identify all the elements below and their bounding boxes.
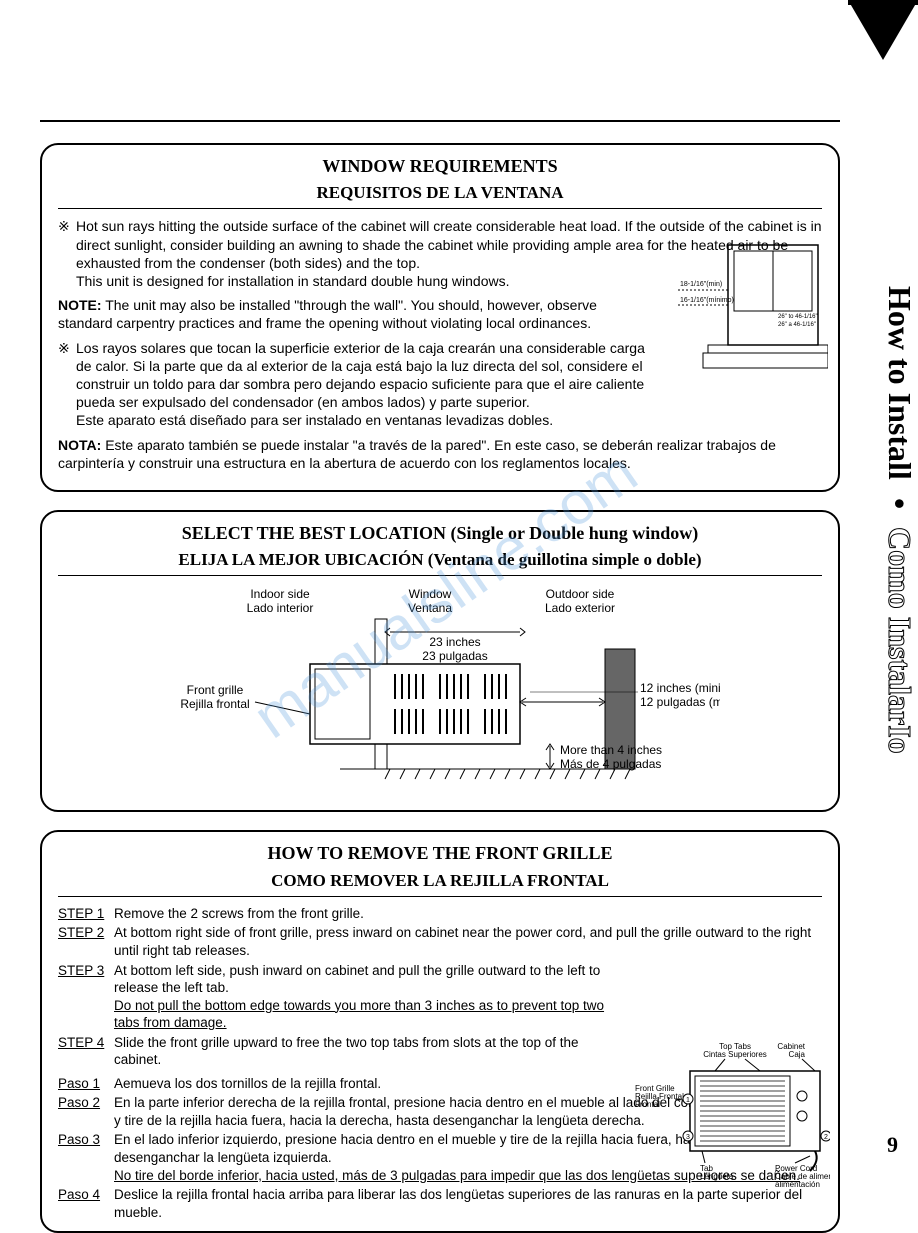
svg-text:23 inches: 23 inches xyxy=(429,635,480,649)
svg-text:16-1/16"(mínimo): 16-1/16"(mínimo) xyxy=(680,297,734,304)
svg-text:More than 4 inches: More than 4 inches xyxy=(560,743,662,757)
svg-text:Frontal: Frontal xyxy=(635,1100,660,1109)
svg-text:Más de 4 pulgadas: Más de 4 pulgadas xyxy=(560,757,661,771)
svg-text:Lado exterior: Lado exterior xyxy=(545,601,615,615)
svg-text:23 pulgadas: 23 pulgadas xyxy=(422,649,487,663)
side-tab: How to Install • Como InstalarIo xyxy=(858,170,918,870)
panel-best-location: SELECT THE BEST LOCATION (Single or Doub… xyxy=(40,510,840,812)
svg-text:Lengüeta: Lengüeta xyxy=(700,1172,734,1181)
panel1-title-es: REQUISITOS DE LA VENTANA xyxy=(58,182,822,209)
svg-text:Rejilla frontal: Rejilla frontal xyxy=(180,697,249,711)
svg-text:Window: Window xyxy=(409,587,452,601)
svg-text:18-1/16"(min): 18-1/16"(min) xyxy=(680,281,722,288)
svg-text:Indoor side: Indoor side xyxy=(250,587,310,601)
side-tab-en: How to Install xyxy=(882,286,918,480)
panel-window-requirements: WINDOW REQUIREMENTS REQUISITOS DE LA VEN… xyxy=(40,143,840,492)
svg-text:1: 1 xyxy=(686,1097,690,1104)
page-number: 9 xyxy=(887,1132,898,1158)
svg-text:12 inches (minimum): 12 inches (minimum) xyxy=(640,681,720,695)
panel2-title-en: SELECT THE BEST LOCATION (Single or Doub… xyxy=(58,522,822,545)
page: How to Install • Como InstalarIo WINDOW … xyxy=(0,0,918,1188)
content-area: WINDOW REQUIREMENTS REQUISITOS DE LA VEN… xyxy=(40,125,840,1233)
svg-text:26" a 46-1/16": 26" a 46-1/16" xyxy=(778,322,816,328)
svg-text:12 pulgadas (mínimo): 12 pulgadas (mínimo) xyxy=(640,695,720,709)
side-tab-es: Como InstalarIo xyxy=(882,527,918,754)
window-diagram: 18-1/16"(min) 16-1/16"(mínimo) 26" to 46… xyxy=(678,240,828,380)
panel2-title-es: ELIJA LA MEJOR UBICACIÓN (Ventana de gui… xyxy=(58,549,822,576)
corner-tab-arrow xyxy=(848,0,918,60)
svg-text:Caja: Caja xyxy=(789,1050,806,1059)
svg-text:3: 3 xyxy=(686,1134,690,1141)
panel1-title-en: WINDOW REQUIREMENTS xyxy=(58,155,822,178)
svg-text:2: 2 xyxy=(824,1134,828,1141)
panel3-title-es: COMO REMOVER LA REJILLA FRONTAL xyxy=(58,870,822,897)
svg-text:Cintas Superiores: Cintas Superiores xyxy=(703,1050,767,1059)
svg-text:Lado interior: Lado interior xyxy=(247,601,314,615)
svg-text:Front grille: Front grille xyxy=(187,683,244,697)
grille-diagram: Top Tabs Cintas Superiores Cabinet Caja … xyxy=(630,1041,830,1191)
svg-text:Ventana: Ventana xyxy=(408,601,452,615)
side-tab-bullet: • xyxy=(882,498,918,509)
top-rule xyxy=(40,120,840,122)
location-diagram: Indoor side Lado interior Window Ventana… xyxy=(160,584,720,794)
svg-text:Outdoor side: Outdoor side xyxy=(546,587,615,601)
p1-nota: NOTA: Este aparato también se puede inst… xyxy=(58,436,822,472)
panel-remove-grille: HOW TO REMOVE THE FRONT GRILLE COMO REMO… xyxy=(40,830,840,1233)
svg-text:26" to 46-1/16": 26" to 46-1/16" xyxy=(778,314,818,320)
panel3-title-en: HOW TO REMOVE THE FRONT GRILLE xyxy=(58,842,822,865)
